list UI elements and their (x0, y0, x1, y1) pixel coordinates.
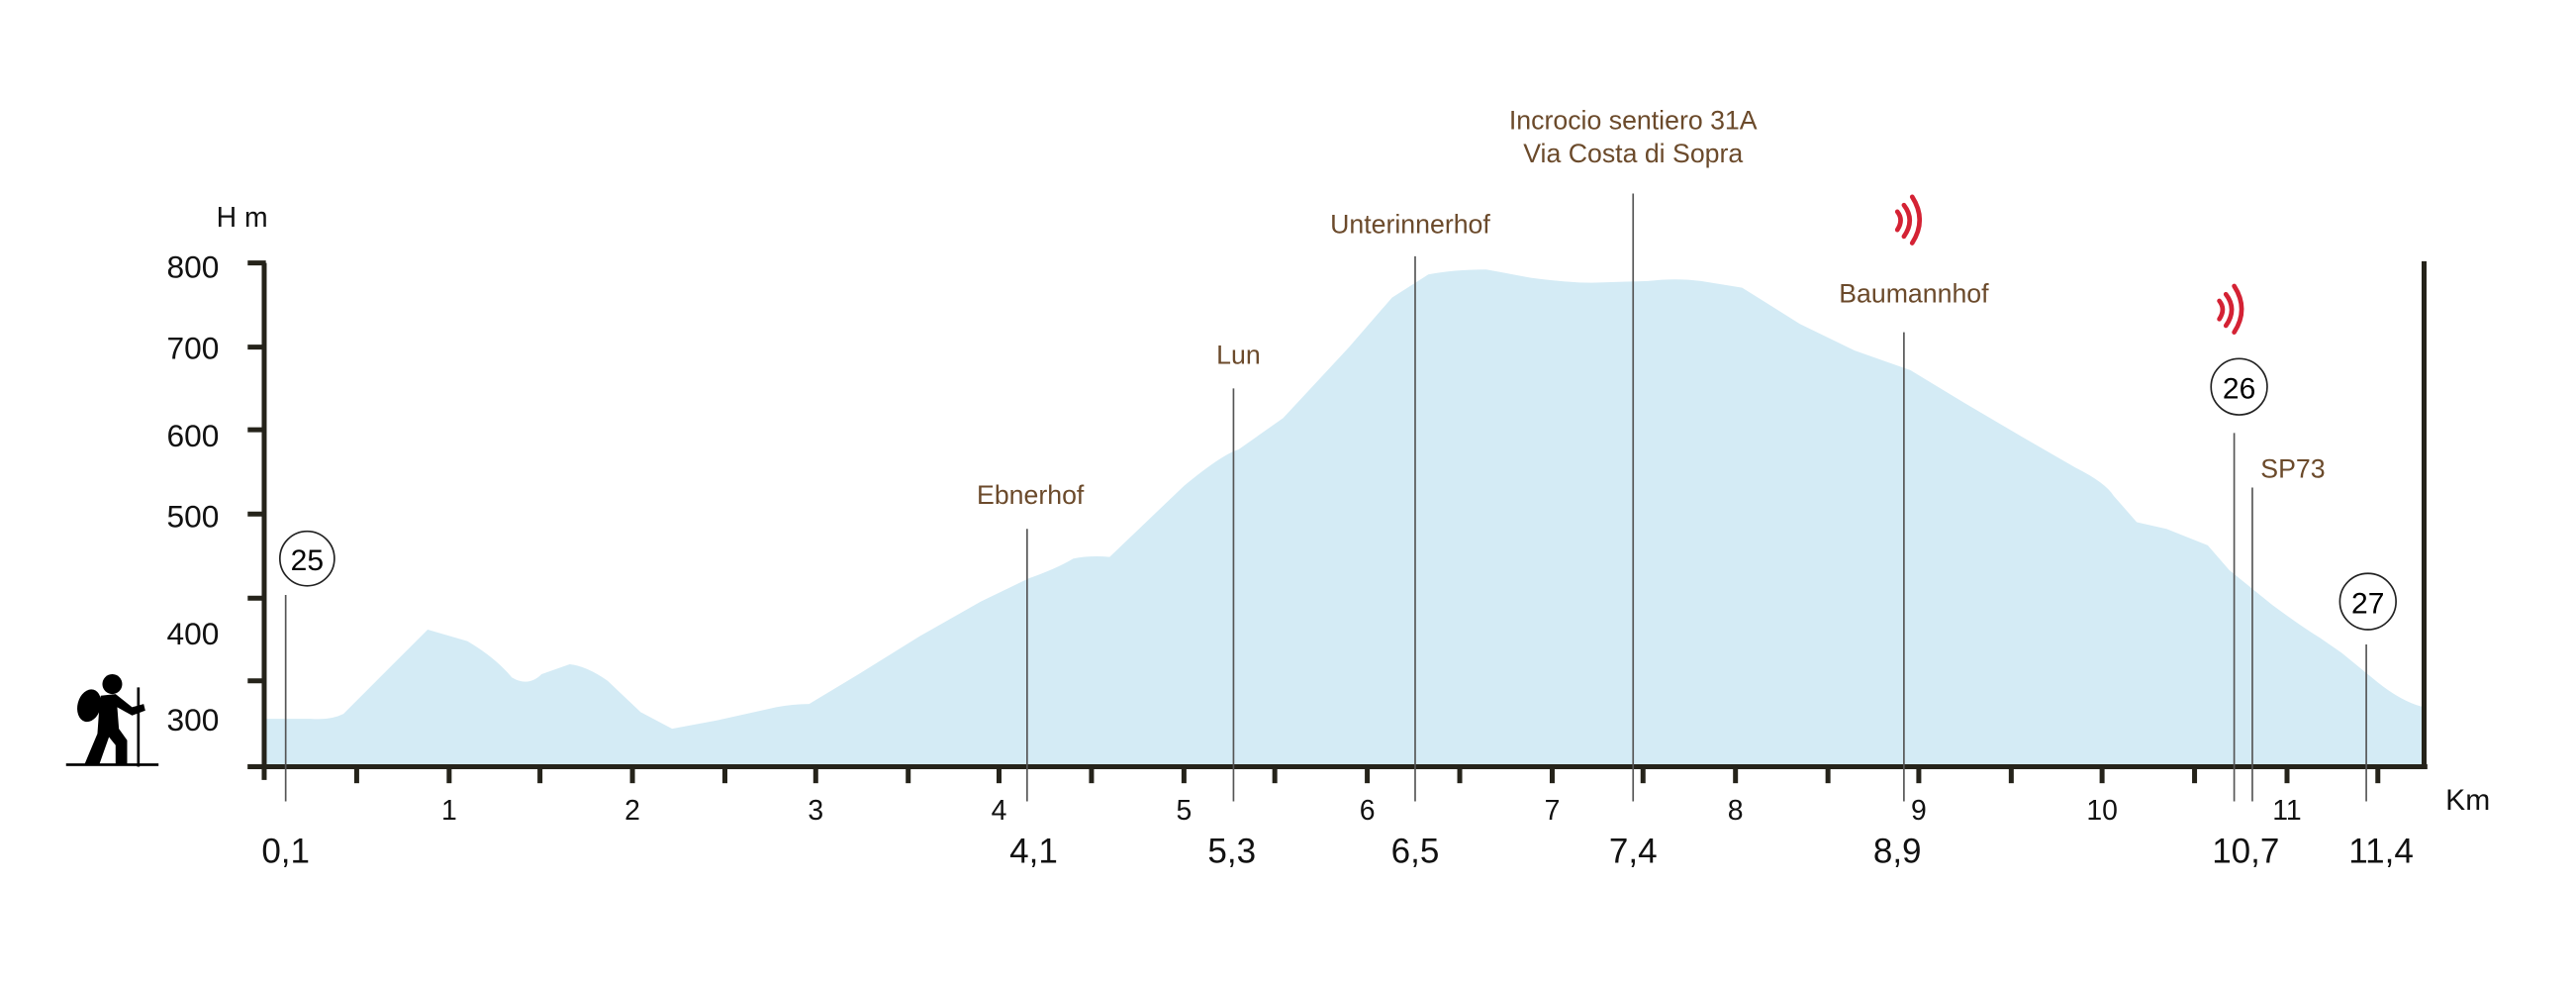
waypoint-distances: 0,1 4,1 5,3 6,5 7,4 8,9 10,7 11,4 (261, 832, 2414, 870)
svg-text:26: 26 (2223, 372, 2255, 405)
place-incrocio-line2: Via Costa di Sopra (1523, 139, 1743, 168)
svg-text:11: 11 (2272, 795, 2301, 827)
svg-text:7: 7 (1545, 795, 1561, 827)
place-lun: Lun (1216, 340, 1261, 369)
y-axis (247, 260, 267, 780)
mobile-signal-icon (1894, 194, 1923, 246)
elevation-area (263, 269, 2425, 767)
place-sp73: SP73 (2260, 453, 2325, 483)
y-label-400: 400 (167, 616, 220, 651)
badge-25: 25 (278, 530, 335, 587)
y-label-300: 300 (167, 702, 220, 738)
place-baumannhof: Baumannhof (1839, 279, 1989, 309)
y-label-600: 600 (167, 418, 220, 453)
svg-text:8: 8 (1728, 795, 1744, 827)
badge-27: 27 (2338, 572, 2397, 631)
badge-26: 26 (2210, 357, 2268, 416)
y-label-800: 800 (167, 249, 220, 285)
x-tick-labels: 1 2 3 4 5 6 7 8 9 10 11 (441, 795, 2302, 827)
svg-text:9: 9 (1911, 795, 1927, 827)
svg-text:5: 5 (1176, 795, 1192, 827)
place-unterinnerhof: Unterinnerhof (1330, 210, 1490, 240)
svg-text:4: 4 (992, 795, 1007, 827)
svg-text:1: 1 (441, 795, 457, 827)
svg-text:7,4: 7,4 (1609, 832, 1658, 870)
svg-text:5,3: 5,3 (1207, 832, 1256, 870)
y-label-700: 700 (167, 330, 220, 365)
y-label-500: 500 (167, 499, 220, 535)
svg-text:0,1: 0,1 (261, 832, 310, 870)
svg-text:6: 6 (1360, 795, 1376, 827)
mobile-signal-icon (2217, 283, 2244, 335)
svg-text:10: 10 (2086, 795, 2118, 827)
svg-text:4,1: 4,1 (1009, 832, 1058, 870)
svg-text:27: 27 (2351, 587, 2384, 620)
y-axis-title: H m (217, 202, 268, 234)
svg-text:3: 3 (808, 795, 823, 827)
hiker-icon (65, 674, 159, 767)
svg-text:25: 25 (291, 544, 324, 577)
x-axis-title: Km (2445, 784, 2490, 817)
svg-text:10,7: 10,7 (2212, 832, 2279, 870)
waypoint-lines (284, 193, 2367, 802)
place-incrocio-line1: Incrocio sentiero 31A (1509, 105, 1758, 135)
svg-text:2: 2 (624, 795, 640, 827)
place-ebnerhof: Ebnerhof (977, 480, 1085, 510)
svg-text:6,5: 6,5 (1391, 832, 1440, 870)
svg-text:8,9: 8,9 (1873, 832, 1922, 870)
svg-text:11,4: 11,4 (2348, 832, 2414, 870)
x-axis (247, 763, 2428, 784)
